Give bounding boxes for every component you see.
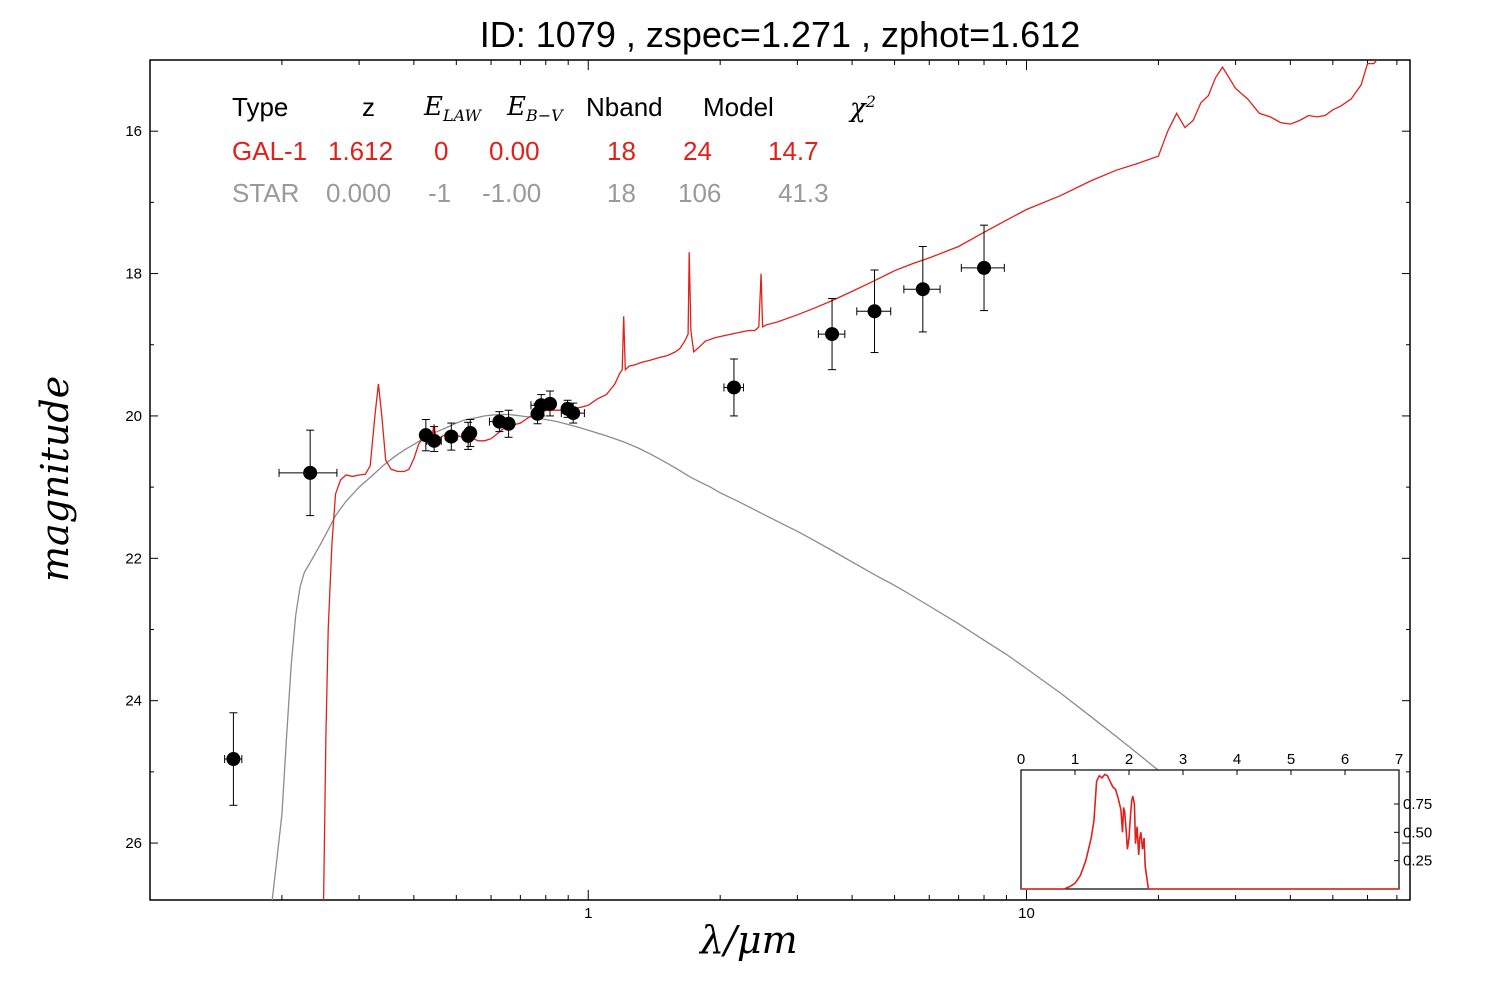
header-z: z bbox=[362, 92, 375, 122]
star-type: STAR bbox=[232, 178, 300, 208]
data-marker bbox=[543, 396, 558, 411]
inset-x-tick-label: 3 bbox=[1179, 751, 1187, 768]
data-point bbox=[723, 358, 744, 417]
x-tick-label: 10 bbox=[1018, 905, 1035, 922]
inset-y-tick-label: 0.25 bbox=[1403, 853, 1432, 870]
gal-z: 1.612 bbox=[328, 136, 394, 166]
header-model: Model bbox=[703, 92, 774, 122]
data-point bbox=[817, 297, 846, 371]
main-plot-frame bbox=[149, 59, 1411, 901]
star-model: 106 bbox=[678, 178, 722, 208]
inset-plot-frame bbox=[1020, 769, 1400, 890]
header-elaw: ELAW bbox=[424, 92, 481, 126]
data-marker bbox=[825, 327, 840, 342]
data-marker bbox=[226, 752, 241, 767]
series-line-star bbox=[271, 413, 1178, 900]
x-axis-label: λ/μm bbox=[700, 918, 798, 962]
star-chi2: 41.3 bbox=[778, 178, 829, 208]
inset-plot-layer: 0 1 2 3 4 5 6 7 0.25 0.50 0.75 bbox=[1017, 751, 1432, 890]
inset-x-tick-label: 4 bbox=[1233, 751, 1241, 768]
y-tick-label: 16 bbox=[125, 123, 142, 140]
inset-x-tick-label: 1 bbox=[1071, 751, 1079, 768]
data-point bbox=[444, 422, 459, 451]
inset-x-tick-label: 2 bbox=[1125, 751, 1133, 768]
y-tick-label: 20 bbox=[125, 408, 142, 425]
data-point bbox=[903, 246, 941, 333]
header-chi2: χ2 bbox=[850, 92, 876, 124]
data-marker bbox=[566, 406, 581, 421]
y-tick-label: 18 bbox=[125, 266, 142, 283]
data-point bbox=[224, 712, 243, 806]
inset-x-tick-label: 0 bbox=[1017, 751, 1025, 768]
data-marker bbox=[915, 282, 930, 297]
data-point bbox=[560, 402, 585, 424]
y-tick-label: 26 bbox=[125, 835, 142, 852]
star-elaw: -1 bbox=[428, 178, 452, 208]
data-marker bbox=[501, 416, 516, 431]
y-axis-label: magnitude bbox=[33, 375, 77, 582]
data-point bbox=[501, 409, 516, 438]
data-point bbox=[960, 224, 1005, 312]
data-point bbox=[278, 429, 338, 517]
gal-model: 24 bbox=[683, 136, 712, 166]
inset-y-tick-label: 0.50 bbox=[1403, 824, 1432, 841]
star-ebv: -1.00 bbox=[482, 178, 542, 208]
chart-title: ID: 1079 , zspec=1.271 , zphot=1.612 bbox=[479, 14, 1081, 55]
data-marker bbox=[303, 465, 318, 480]
inset-x-tick-label: 5 bbox=[1287, 751, 1295, 768]
header-type: Type bbox=[232, 92, 289, 122]
inset-filter-curve bbox=[1021, 773, 1399, 890]
series-line-gal-1 bbox=[322, 60, 1378, 900]
data-marker bbox=[726, 380, 741, 395]
data-marker bbox=[444, 429, 459, 444]
gal-type: GAL-1 bbox=[232, 136, 308, 166]
gal-nband: 18 bbox=[607, 136, 636, 166]
header-ebv: EB−V bbox=[507, 92, 563, 126]
data-point bbox=[426, 426, 442, 453]
data-marker bbox=[463, 426, 478, 441]
inset-x-tick-label: 7 bbox=[1395, 751, 1403, 768]
star-nband: 18 bbox=[607, 178, 636, 208]
inset-y-tick-label: 0.75 bbox=[1403, 796, 1432, 813]
data-point bbox=[856, 269, 892, 354]
y-tick-label: 24 bbox=[125, 693, 142, 710]
data-marker bbox=[427, 433, 442, 448]
data-marker bbox=[977, 260, 992, 275]
header-nband: Nband bbox=[586, 92, 663, 122]
gal-ebv: 0.00 bbox=[489, 136, 540, 166]
data-point bbox=[543, 390, 558, 417]
inset-x-tick-label: 6 bbox=[1341, 751, 1349, 768]
gal-chi2: 14.7 bbox=[768, 136, 819, 166]
gal-elaw: 0 bbox=[434, 136, 449, 166]
y-tick-label: 22 bbox=[125, 550, 142, 567]
data-marker bbox=[867, 304, 882, 319]
x-tick-label: 1 bbox=[584, 905, 592, 922]
star-z: 0.000 bbox=[326, 178, 392, 208]
data-point bbox=[463, 418, 478, 448]
